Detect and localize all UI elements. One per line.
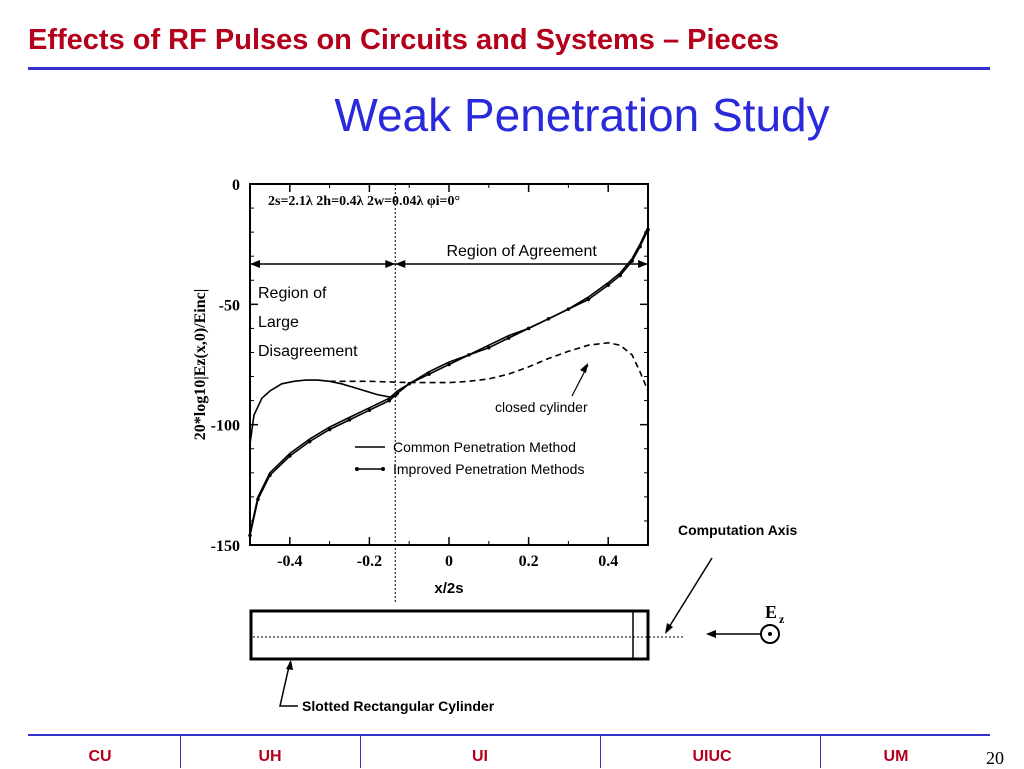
series-point xyxy=(256,497,260,502)
closed-cylinder-label: closed cylinder xyxy=(495,399,588,415)
series-point xyxy=(427,372,431,376)
footer-item-um: UM xyxy=(883,748,909,765)
footer-separator xyxy=(180,736,181,768)
x-tick-label: 0.2 xyxy=(519,553,539,570)
y-tick-label: -100 xyxy=(211,418,240,435)
footer-rule xyxy=(28,734,990,736)
region-disagreement-label: Disagreement xyxy=(258,343,358,360)
y-axis-label: 20*log10|Ez(x,0)/Einc| xyxy=(192,289,209,440)
computation-axis-arrowhead xyxy=(665,623,673,634)
page-number: 20 xyxy=(986,748,1004,768)
slotted-cylinder xyxy=(249,609,650,661)
axis-ticks: -0.4 -0.2 0 0.2 0.4 0 -50 -100 -150 xyxy=(211,177,649,570)
header-rule xyxy=(28,67,990,70)
y-tick-label: -150 xyxy=(211,538,240,555)
series-point xyxy=(248,533,252,538)
series-point xyxy=(395,391,400,396)
agreement-arrowhead-right xyxy=(638,260,648,268)
footer-separator xyxy=(820,736,821,768)
series-point xyxy=(526,326,531,331)
disagreement-arrowhead-right xyxy=(385,260,396,268)
footer-item-uh: UH xyxy=(258,748,282,765)
series-line xyxy=(249,229,649,536)
series-point xyxy=(566,307,571,311)
cylinder-pointer xyxy=(279,661,298,707)
x-tick-label: 0.4 xyxy=(598,553,618,570)
x-axis-label: x/2s xyxy=(434,580,463,597)
series-point xyxy=(467,353,471,357)
series-point xyxy=(606,283,610,287)
region-disagreement-label: Region of xyxy=(258,285,327,302)
series-point xyxy=(307,439,312,444)
disagreement-arrowhead-left xyxy=(250,260,260,268)
y-tick-label: 0 xyxy=(232,177,240,194)
series-point xyxy=(327,427,332,432)
closed-cylinder-arrowhead xyxy=(580,363,588,373)
footer-item-cu: CU xyxy=(88,748,112,765)
series-layer xyxy=(248,226,650,538)
footer-separator xyxy=(360,736,361,768)
series-point xyxy=(506,336,511,340)
legend-label: Improved Penetration Methods xyxy=(393,461,584,477)
field-label: E xyxy=(765,602,777,622)
slide-title: Weak Penetration Study xyxy=(334,89,830,141)
computation-axis-pointer xyxy=(665,557,713,633)
cylinder-arrowhead xyxy=(286,660,293,670)
annotations: 2s=2.1λ 2h=0.4λ 2w=0.04λ φi=0° Region of … xyxy=(250,184,648,604)
region-agreement-label: Region of Agreement xyxy=(446,243,597,260)
legend-label: Common Penetration Method xyxy=(393,439,576,455)
series-point xyxy=(546,316,551,321)
computation-axis-label: Computation Axis xyxy=(678,522,797,538)
series-point xyxy=(646,227,650,232)
series-line xyxy=(249,379,398,445)
series-point xyxy=(638,244,642,249)
series-point xyxy=(268,473,272,478)
x-tick-label: -0.2 xyxy=(357,553,382,570)
legend-marker xyxy=(355,467,359,471)
series-point xyxy=(347,418,352,422)
footer-item-ui: UI xyxy=(472,748,488,765)
agreement-arrowhead-left xyxy=(395,260,406,268)
x-tick-label: -0.4 xyxy=(277,553,302,570)
footer-separator xyxy=(600,736,601,768)
series-line xyxy=(329,341,649,392)
field-direction-dot xyxy=(768,632,772,636)
incident-arrowhead xyxy=(706,630,716,638)
series-point xyxy=(618,273,622,278)
legend-marker xyxy=(381,467,385,471)
y-tick-label: -50 xyxy=(219,297,240,314)
region-disagreement-label: Large xyxy=(258,314,299,331)
series-point xyxy=(447,362,451,367)
footer-item-uiuc: UIUC xyxy=(692,748,732,765)
params-text: 2s=2.1λ 2h=0.4λ 2w=0.04λ φi=0° xyxy=(268,194,460,209)
cylinder-label: Slotted Rectangular Cylinder xyxy=(302,698,495,714)
series-point xyxy=(630,259,634,263)
cylinder-diagram: Computation Axis E z Slotted Rectangular Cy… xyxy=(249,522,797,714)
series-point xyxy=(487,345,491,350)
series-line xyxy=(249,226,649,534)
header-title: Effects of RF Pulses on Circuits and Sys… xyxy=(28,24,780,56)
series-point xyxy=(367,408,372,413)
series-point xyxy=(387,398,392,403)
series-point xyxy=(288,454,292,458)
plot-frame: 20*log10|Ez(x,0)/Einc| x/2s xyxy=(192,183,649,597)
field-subscript: z xyxy=(779,612,785,626)
series-point xyxy=(586,297,591,302)
x-tick-label: 0 xyxy=(445,553,453,570)
